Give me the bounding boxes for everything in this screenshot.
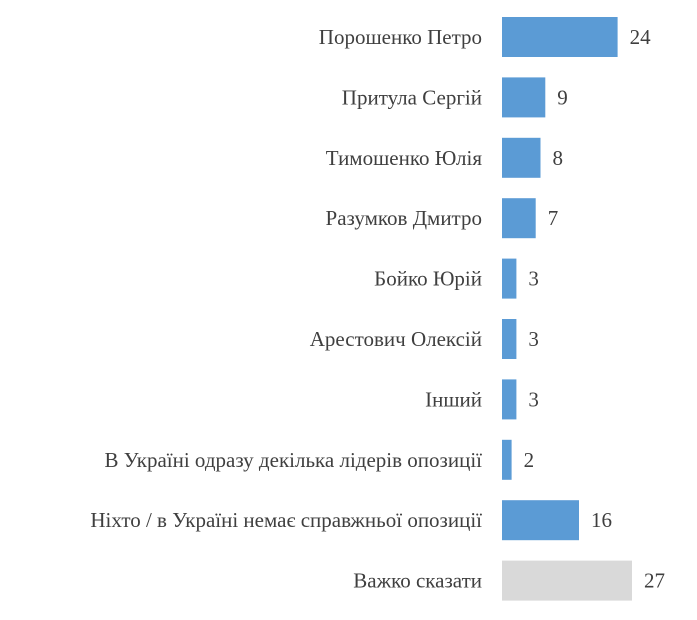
value-label-3: 8	[553, 146, 564, 170]
category-label-4: Разумков Дмитро	[326, 206, 482, 230]
value-label-10: 27	[644, 569, 665, 593]
value-label-7: 3	[528, 387, 539, 411]
value-label-1: 24	[630, 25, 652, 49]
category-label-6: Арестович Олексій	[310, 327, 482, 351]
category-label-10: Важко сказати	[353, 569, 482, 593]
value-label-2: 9	[557, 85, 568, 109]
category-label-2: Притула Сергій	[342, 85, 482, 109]
bar-3	[502, 137, 541, 178]
value-label-4: 7	[548, 206, 559, 230]
bar-5	[502, 258, 517, 299]
bar-4	[502, 198, 536, 239]
category-label-3: Тимошенко Юлія	[326, 146, 483, 170]
bar-1	[502, 17, 618, 57]
category-labels-group: Порошенко Петро Притула Сергій Тимошенко Ю…	[90, 25, 482, 593]
bar-7	[502, 379, 517, 420]
category-label-8: В Україні одразу декілька лідерів опозиц…	[104, 448, 482, 472]
bar-6	[502, 319, 517, 359]
value-label-8: 2	[524, 448, 535, 472]
value-label-6: 3	[528, 327, 539, 351]
value-label-5: 3	[528, 267, 539, 291]
bar-2	[502, 77, 546, 118]
category-label-9: Ніхто / в Україні немає справжньої опози…	[90, 508, 482, 532]
bar-9	[502, 500, 579, 541]
bar-8	[502, 439, 512, 480]
category-label-5: Бойко Юрій	[374, 267, 482, 291]
category-label-7: Інший	[425, 387, 482, 411]
category-label-1: Порошенко Петро	[319, 25, 482, 49]
value-labels-group: 24 9 8 7 3 3 3 2 16 27	[524, 25, 665, 593]
value-label-9: 16	[591, 508, 612, 532]
bar-10	[502, 560, 632, 601]
bars-group	[502, 17, 632, 601]
